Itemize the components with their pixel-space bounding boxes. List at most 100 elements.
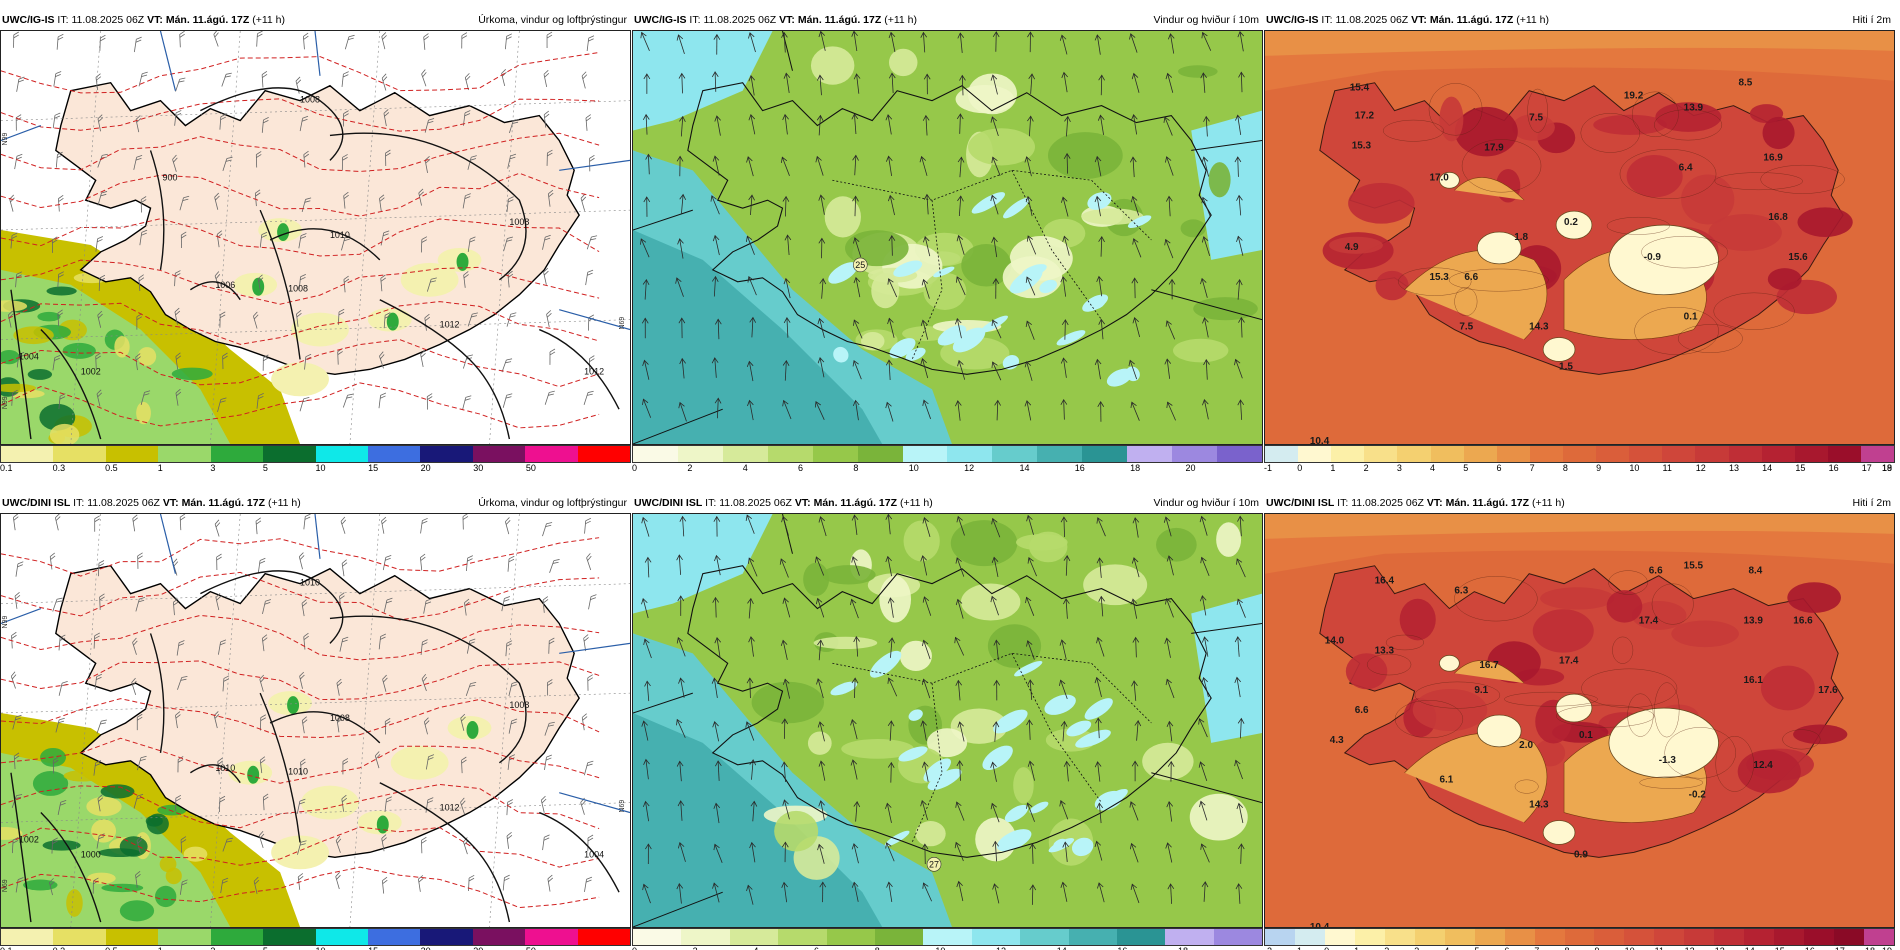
wind-barb: [175, 711, 181, 729]
wind-barb: [301, 197, 312, 213]
wind-arrow: [782, 399, 792, 420]
colorbar-swatch: [1444, 929, 1475, 945]
wind-barb: [132, 514, 138, 532]
wind-arrow: [1094, 155, 1102, 177]
wind-barb: [425, 754, 435, 770]
colorbar-tick-label: 9: [1595, 946, 1600, 950]
wind-barb: [303, 632, 309, 650]
wind-arrow: [676, 34, 685, 55]
panel-title: Hiti í 2m: [1852, 497, 1891, 509]
wind-arrow: [746, 677, 754, 699]
colorbar-swatch: [1324, 929, 1355, 945]
wind-barb: [259, 674, 265, 692]
wind-arrow: [1237, 399, 1245, 420]
panel-header: UWC/DINI ISL IT: 11.08.2025 06Z VT: Mán.…: [1266, 493, 1891, 513]
colorbar-tick-label: 0: [1324, 946, 1329, 950]
wind-patch: [968, 128, 1036, 166]
gust-streak: [905, 347, 926, 361]
wind-arrow: [747, 597, 754, 619]
rain-blob: [171, 367, 213, 381]
wind-arrow: [748, 636, 755, 657]
isobar-label: 1006: [215, 280, 235, 290]
cool-band: [1454, 660, 1525, 684]
wind-barb: [384, 718, 391, 735]
forecast-map: 16.4 6.3 6.6 15.5 8.4 14.0 13.3 16.7 17.4 17.4 13.…: [1265, 514, 1894, 927]
wind-barb: [219, 311, 226, 328]
init-time: 11.08.2025 06Z: [1335, 14, 1409, 26]
wind-barb: [296, 310, 302, 327]
precip-patch: [390, 745, 449, 780]
colorbar-swatch: [1384, 929, 1415, 945]
wind-barb: [381, 32, 387, 50]
wind-arrow: [1027, 760, 1035, 781]
temperature-label: 17.4: [1559, 655, 1579, 666]
lead-time: (+11 h): [884, 14, 917, 26]
boundary-line: [1, 124, 42, 142]
colorbar-tick-label: 8: [1564, 946, 1569, 950]
wind-barb: [217, 397, 227, 413]
rain-blob: [1, 383, 37, 393]
wind-arrow: [1129, 842, 1139, 863]
isobar-label: 1010: [288, 767, 308, 777]
wind-arrow: [853, 635, 860, 657]
wind-arrow: [920, 720, 927, 741]
init-time: 11.08.2025 06Z: [703, 14, 777, 26]
wind-barb: [340, 516, 347, 534]
temperature-isoline: [1760, 164, 1845, 194]
wind-arrow: [817, 843, 825, 864]
edge-label: N69: [619, 317, 626, 330]
wind-arrow: [711, 71, 719, 92]
colorbar-swatch: [1127, 446, 1173, 462]
boundary-line: [1, 607, 42, 625]
domain-line: [633, 408, 723, 444]
wind-barb: [581, 71, 588, 89]
wind-barb: [341, 154, 348, 171]
wind-barb: [99, 593, 105, 610]
wind-patch: [955, 85, 1015, 114]
edge-label: N99: [2, 133, 9, 146]
wind-arrow: [1202, 317, 1209, 338]
wind-barb: [133, 154, 143, 170]
graticule: [1, 802, 630, 823]
gust-streak: [830, 681, 858, 696]
colorbar-swatch: [1534, 929, 1565, 945]
isobar: [200, 87, 344, 161]
wind-patch: [774, 810, 819, 852]
colorbar-swatch: [1654, 929, 1685, 945]
wind-patch: [1156, 527, 1197, 562]
wind-barb: [302, 32, 309, 50]
wind-barb: [462, 514, 469, 530]
wind-barb: [213, 711, 220, 729]
graticule: [349, 31, 381, 444]
domain-line: [633, 692, 693, 714]
wind-arrow: [957, 359, 966, 380]
rain-blob: [183, 846, 208, 862]
wind-arrow: [713, 843, 723, 863]
temperature-isoline: [1366, 653, 1412, 676]
wind-arrow: [643, 638, 652, 659]
wind-barb: [342, 758, 349, 775]
colorbar-swatch: [778, 929, 827, 945]
wind-arrow: [676, 760, 684, 782]
wind-arrow: [713, 33, 721, 55]
colorbar-tick-label: 6: [1504, 946, 1509, 950]
wind-barb: [177, 675, 188, 690]
wind-arrow: [852, 359, 862, 380]
wind-arrow: [992, 840, 999, 862]
gust-streak: [833, 346, 849, 363]
gust-streak: [1071, 837, 1094, 857]
wind-patch: [987, 624, 1042, 668]
isobar: [149, 150, 165, 270]
wind-barb: [300, 758, 306, 776]
colorbar-tick-label: 0.1: [0, 946, 13, 950]
wind-arrow: [1200, 72, 1207, 93]
wind-arrow: [675, 277, 684, 297]
glacier: [1542, 337, 1576, 362]
precip-core: [456, 252, 469, 271]
wind-barb: [172, 598, 179, 616]
wind-arrow: [956, 234, 965, 255]
wind-patch: [903, 520, 940, 562]
wind-arrow: [1199, 515, 1208, 536]
wind-barb: [222, 352, 228, 370]
wind-patch: [1047, 132, 1123, 179]
